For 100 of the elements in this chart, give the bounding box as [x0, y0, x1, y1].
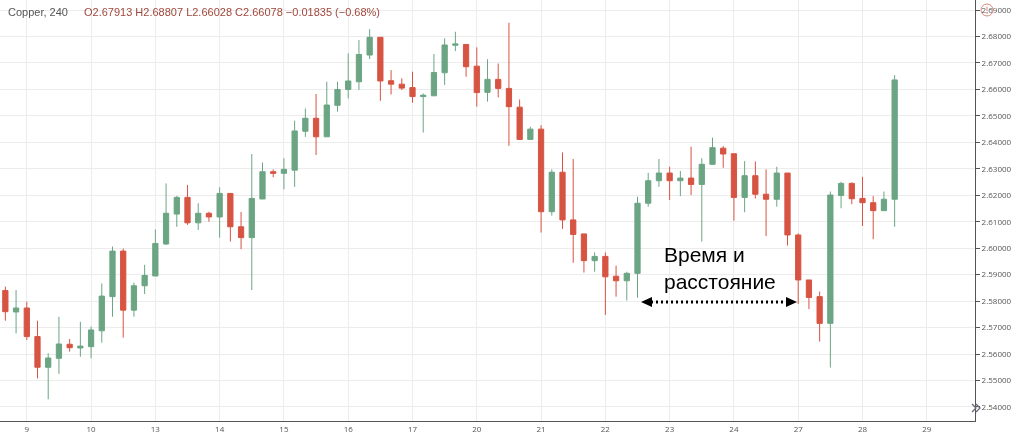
- candlestick: [12, 289, 20, 334]
- candlestick: [270, 168, 277, 178]
- candlestick: [291, 120, 298, 188]
- candlestick: [816, 291, 823, 343]
- candlestick: [741, 160, 748, 213]
- candlestick: [645, 172, 652, 208]
- candlestick: [580, 233, 588, 274]
- x-tick-label: 27: [793, 422, 804, 434]
- candlestick: [387, 69, 395, 95]
- y-tick-label: 2.59000: [981, 268, 1012, 280]
- y-tick-label: 2.67000: [981, 56, 1012, 68]
- candlestick: [591, 251, 598, 273]
- candlestick: [473, 46, 480, 108]
- candlestick: [559, 151, 566, 230]
- candlestick: [152, 228, 159, 277]
- y-tick-label: 2.66000: [981, 83, 1012, 95]
- y-tick-label: 2.63000: [981, 162, 1012, 174]
- x-tick-label: 24: [729, 422, 739, 434]
- candlestick: [98, 282, 105, 344]
- candlestick: [430, 53, 438, 97]
- candlestick: [880, 191, 888, 212]
- candlestick: [120, 247, 127, 339]
- y-tick-label: 2.55000: [981, 374, 1012, 386]
- candlestick: [452, 31, 459, 52]
- y-tick-label: 2.61000: [981, 215, 1012, 227]
- y-tick-label: 2.69000: [981, 3, 1012, 15]
- candlestick: [730, 153, 738, 222]
- text: Copper, 240: [8, 6, 68, 18]
- candlestick: [527, 126, 534, 140]
- x-tick-label: 14: [215, 422, 225, 434]
- x-tick-label: 9: [24, 422, 30, 434]
- candlestick: [484, 58, 491, 103]
- candlestick: [366, 28, 373, 60]
- candlestick: [302, 107, 309, 138]
- candlestick: [55, 316, 63, 375]
- candlestick: [848, 181, 855, 205]
- candlestick: [891, 74, 898, 228]
- x-tick-label: 20: [472, 422, 482, 434]
- candlestick: [655, 158, 663, 188]
- candlestick: [162, 182, 170, 246]
- candlestick: [345, 52, 352, 99]
- candlestick: [237, 211, 245, 250]
- candlestick: [227, 192, 234, 243]
- text: O2.67913 H2.68807 L2.66028 C2.66078 −0.01835 (−0.68%): [84, 6, 381, 18]
- x-tick-label: 21: [536, 422, 546, 434]
- candlestick: [623, 271, 630, 302]
- candlestick: [205, 211, 213, 223]
- candlestick: [752, 160, 759, 199]
- x-tick-label: 23: [665, 422, 675, 434]
- candlestick: [548, 168, 555, 217]
- candlestick: [859, 176, 866, 227]
- candlestick: [377, 36, 384, 102]
- candlestick: [687, 146, 695, 196]
- candlestick: [677, 170, 684, 197]
- candlestick: [66, 338, 73, 353]
- candlestick: [45, 352, 52, 400]
- annotation: Время и расстояние: [664, 242, 777, 295]
- candlestick: [537, 124, 545, 234]
- x-tick-label: 17: [407, 422, 418, 434]
- candlestick: [462, 43, 470, 78]
- candlestick: [612, 265, 620, 298]
- candlestick: [280, 157, 288, 190]
- candlestick: [77, 321, 84, 358]
- candlestick: [827, 191, 834, 369]
- candlestick: [259, 161, 266, 200]
- y-tick-label: 2.62000: [981, 189, 1012, 201]
- y-tick-label: 2.58000: [981, 294, 1012, 306]
- candlestick: [570, 158, 577, 264]
- candlestick: [312, 93, 320, 156]
- candlestick: [398, 77, 405, 91]
- candlestick: [34, 320, 41, 379]
- candlestick: [130, 282, 138, 318]
- x-tick-label: 28: [857, 422, 868, 434]
- candlestick: [505, 22, 513, 147]
- candlestick: [709, 137, 716, 165]
- x-tick-label: 15: [279, 422, 289, 434]
- candlestick: [698, 157, 705, 243]
- candlestick: [87, 326, 95, 359]
- x-tick-label: 13: [150, 422, 161, 434]
- y-tick-label: 2.68000: [981, 30, 1012, 42]
- y-tick-label: 2.54000: [981, 400, 1012, 412]
- candlestick: [248, 153, 255, 291]
- candlestick: [23, 301, 30, 341]
- candlestick: [2, 286, 9, 322]
- candlestick: [837, 181, 845, 209]
- candlestick: [762, 168, 770, 237]
- candlestick: [334, 81, 341, 113]
- candlestick: [109, 246, 116, 318]
- candlestick: [795, 232, 802, 305]
- candlestick: [323, 81, 330, 138]
- candlestick: [784, 172, 791, 247]
- x-tick-label: 29: [922, 422, 932, 434]
- candlestick: [141, 264, 148, 295]
- candlestick: [441, 37, 448, 86]
- candlestick: [720, 145, 727, 169]
- candlestick: [195, 202, 202, 231]
- candlestick: [773, 166, 780, 208]
- candlestick: [420, 92, 427, 134]
- y-tick-label: 2.64000: [981, 136, 1012, 148]
- candlestick: [355, 39, 363, 91]
